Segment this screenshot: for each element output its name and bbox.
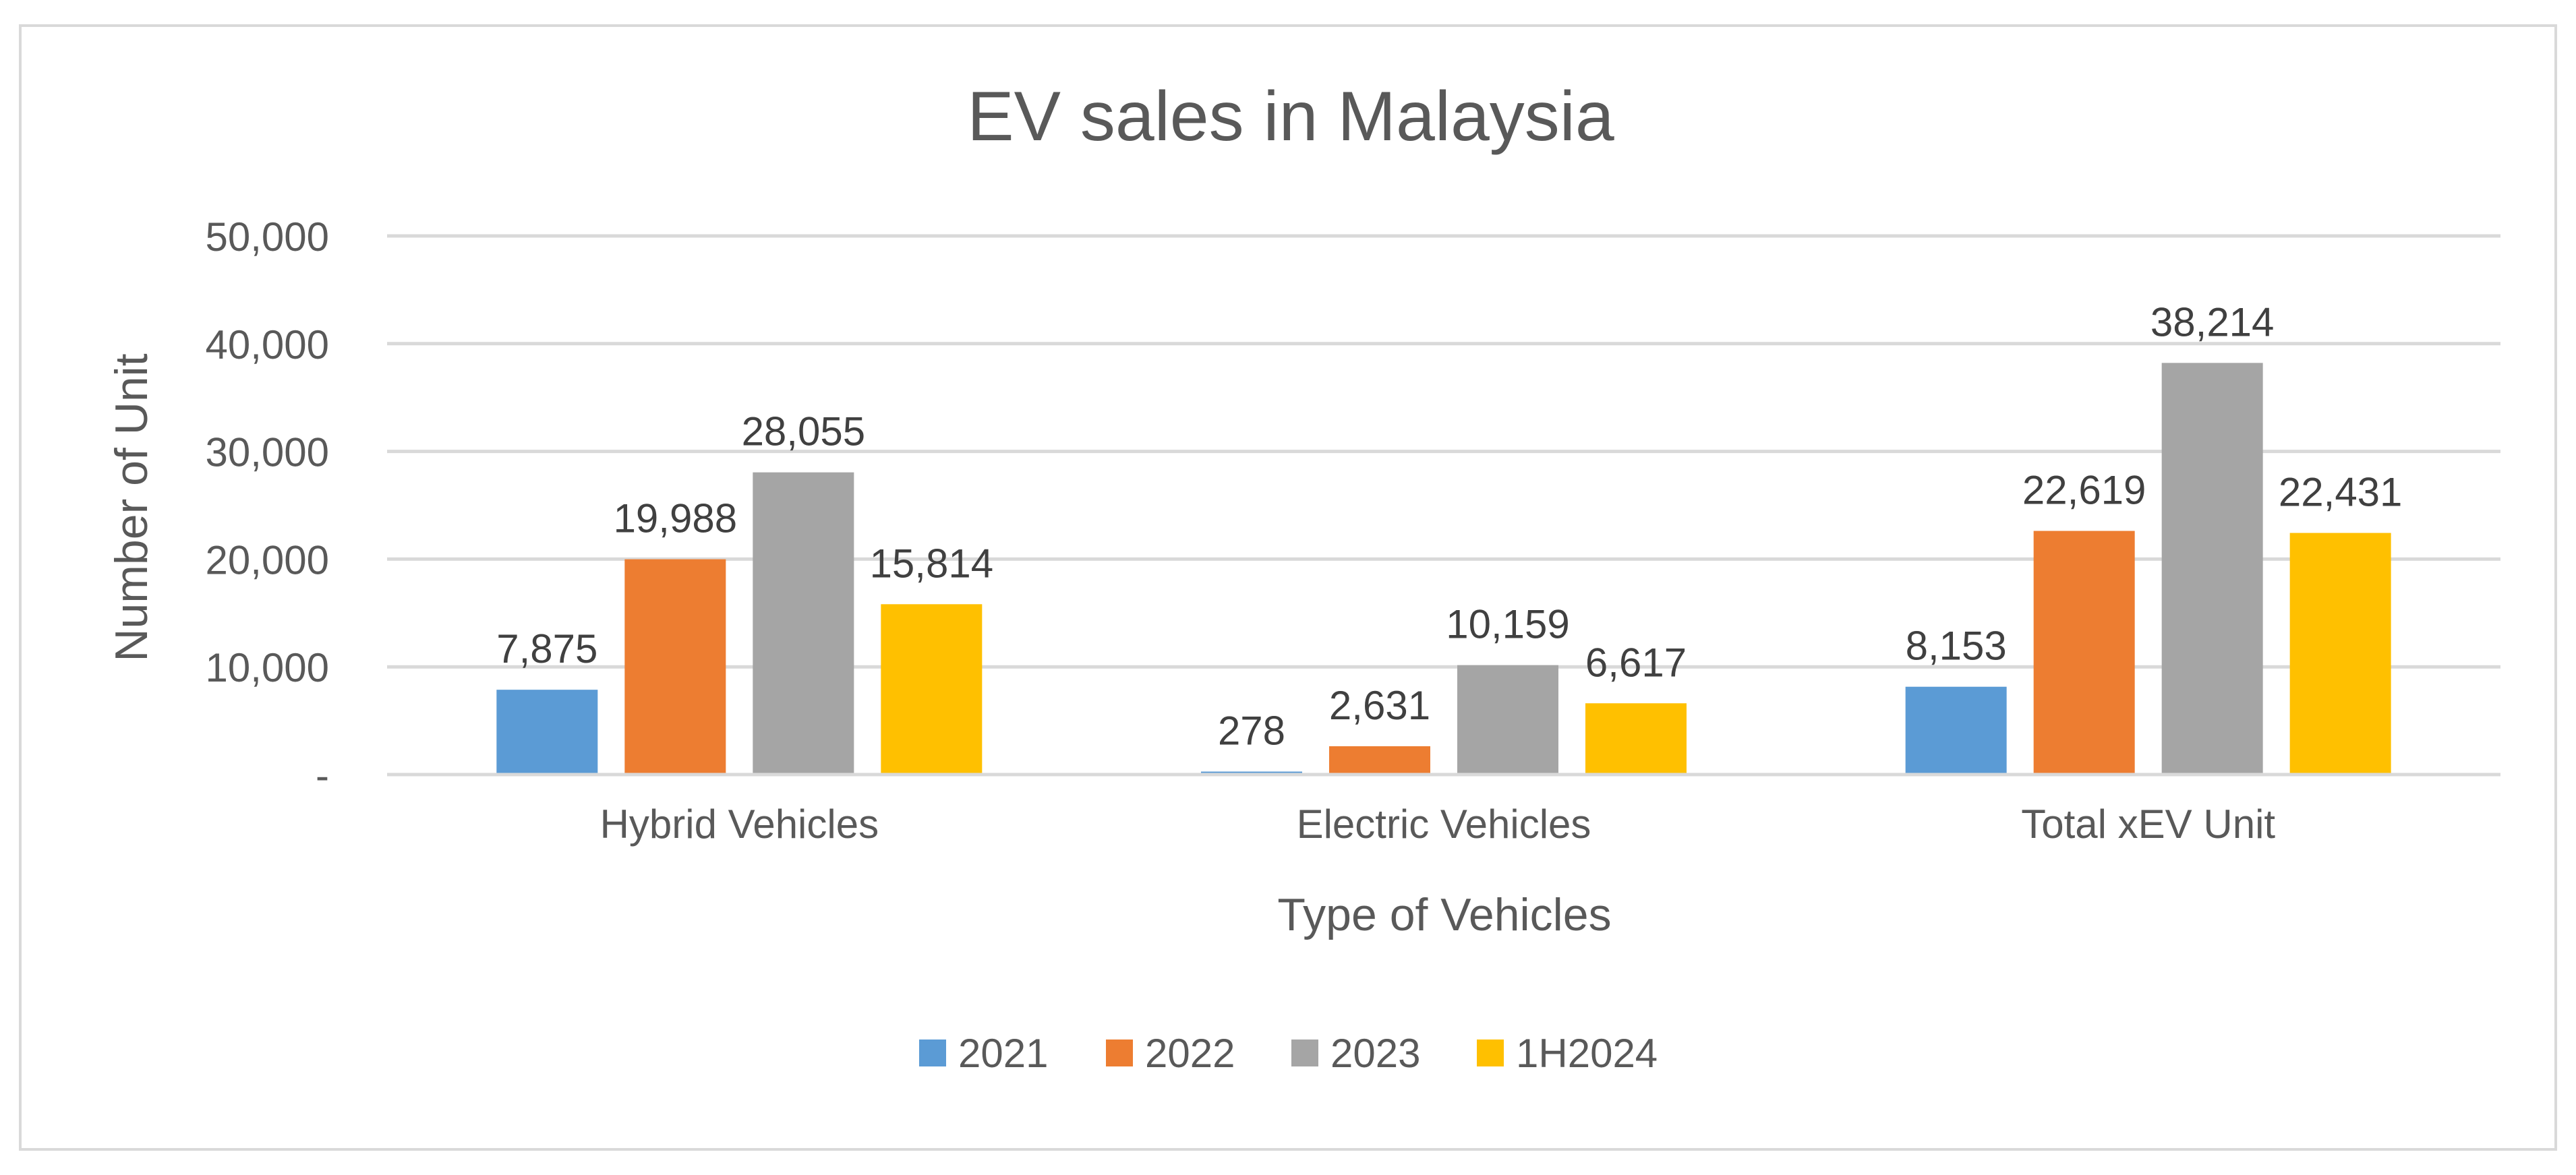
chart-title: EV sales in Malaysia: [967, 78, 1614, 156]
bar-2022-hybrid-vehicles: [624, 559, 726, 775]
y-tick-label: 10,000: [205, 645, 329, 690]
data-label: 10,159: [1446, 602, 1570, 647]
y-tick-label: 40,000: [205, 322, 329, 367]
y-tick-label: -: [316, 753, 329, 798]
x-axis: Hybrid Vehicles Electric Vehicles Total xE…: [387, 773, 2500, 847]
data-label: 22,431: [2279, 470, 2403, 515]
x-tick-label: Hybrid Vehicles: [600, 802, 879, 847]
x-tick-label: Electric Vehicles: [1297, 802, 1591, 847]
bar-1H2024-electric-vehicles: [1585, 703, 1687, 775]
data-label: 15,814: [870, 541, 994, 586]
legend-swatch-2023: [1291, 1040, 1318, 1066]
legend-label: 2022: [1145, 1031, 1235, 1076]
bar-chart: EV sales in Malaysia - 10,000 20,000 30,000…: [106, 78, 2500, 1076]
legend: 2021 2022 2023 1H2024: [919, 1031, 1658, 1076]
data-label: 6,617: [1585, 640, 1687, 685]
legend-label: 2023: [1330, 1031, 1420, 1076]
data-label: 38,214: [2150, 299, 2275, 344]
legend-swatch-2021: [919, 1040, 946, 1066]
bar-2021-total-xev-unit: [1905, 686, 2007, 775]
x-axis-title: Type of Vehicles: [1277, 889, 1611, 940]
legend-swatch-2022: [1106, 1040, 1133, 1066]
bar-2023-hybrid-vehicles: [753, 472, 854, 775]
legend-label: 2021: [958, 1031, 1048, 1076]
y-axis: - 10,000 20,000 30,000 40,000 50,000: [205, 214, 329, 798]
data-label: 8,153: [1906, 624, 2007, 669]
data-label: 2,631: [1329, 683, 1430, 728]
y-axis-title: Number of Unit: [106, 353, 157, 661]
data-label: 19,988: [614, 496, 738, 541]
legend-label: 1H2024: [1516, 1031, 1658, 1076]
bar-2021-hybrid-vehicles: [496, 690, 598, 775]
y-tick-label: 30,000: [205, 430, 329, 475]
bar-2023-total-xev-unit: [2161, 363, 2263, 775]
bars: [496, 363, 2391, 775]
bar-2022-electric-vehicles: [1329, 746, 1430, 775]
data-label: 7,875: [496, 626, 597, 671]
bar-2022-total-xev-unit: [2033, 531, 2135, 775]
chart-frame: EV sales in Malaysia - 10,000 20,000 30,000…: [19, 24, 2557, 1151]
legend-swatch-1H2024: [1477, 1040, 1504, 1066]
bar-2023-electric-vehicles: [1457, 665, 1558, 775]
bar-1H2024-hybrid-vehicles: [881, 604, 983, 775]
y-tick-label: 50,000: [205, 214, 329, 260]
data-label: 278: [1218, 709, 1285, 754]
data-label: 28,055: [742, 409, 866, 454]
data-label: 22,619: [2022, 468, 2146, 513]
x-tick-label: Total xEV Unit: [2021, 802, 2275, 847]
bar-1H2024-total-xev-unit: [2289, 533, 2391, 775]
y-tick-label: 20,000: [205, 537, 329, 582]
